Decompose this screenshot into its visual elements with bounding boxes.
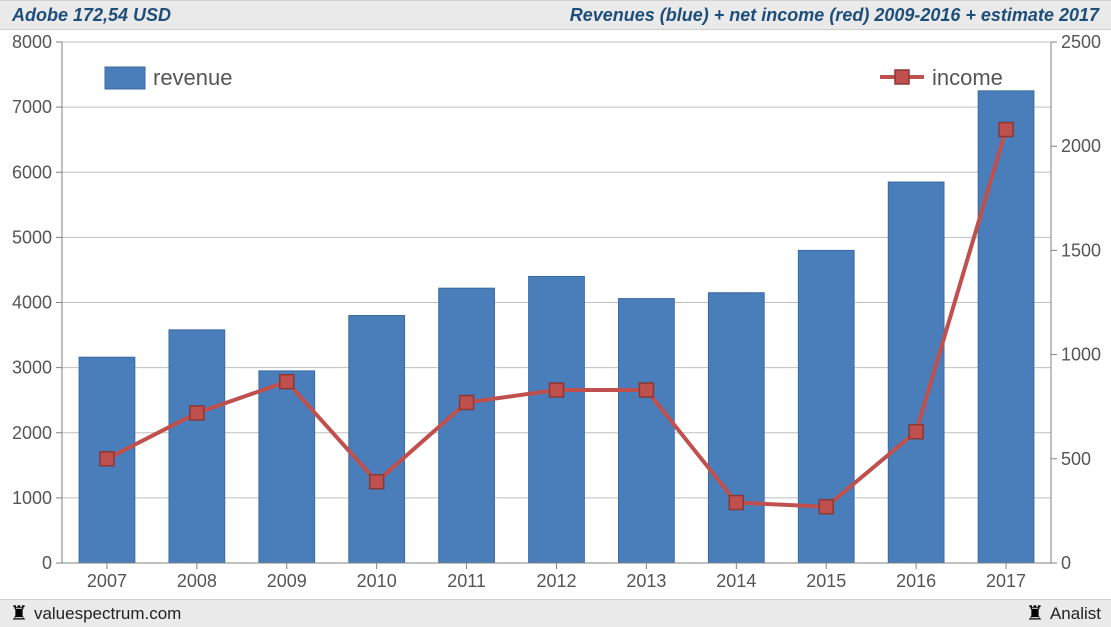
chart-frame: Adobe 172,54 USD Revenues (blue) + net i… <box>0 0 1111 627</box>
header-right-title: Revenues (blue) + net income (red) 2009-… <box>570 5 1099 26</box>
right-axis-tick-label: 500 <box>1061 449 1091 469</box>
bar <box>708 293 764 563</box>
x-axis-category-label: 2015 <box>806 571 846 591</box>
x-axis-category-label: 2014 <box>716 571 756 591</box>
x-axis-category-label: 2009 <box>267 571 307 591</box>
x-axis-category-label: 2007 <box>87 571 127 591</box>
x-axis-category-label: 2011 <box>447 571 486 591</box>
bar <box>259 371 315 563</box>
bar <box>529 276 585 563</box>
left-axis-tick-label: 8000 <box>12 32 52 52</box>
bar <box>169 330 225 563</box>
bar <box>798 250 854 563</box>
income-marker <box>280 375 294 389</box>
header-left-title: Adobe 172,54 USD <box>12 5 171 26</box>
x-axis-category-label: 2017 <box>986 571 1026 591</box>
left-axis-tick-label: 7000 <box>12 97 52 117</box>
rook-icon: ♜ <box>10 604 28 624</box>
income-marker <box>550 383 564 397</box>
legend-swatch-revenue <box>105 67 145 89</box>
income-marker <box>909 425 923 439</box>
income-marker <box>639 383 653 397</box>
income-marker <box>999 123 1013 137</box>
income-marker <box>729 496 743 510</box>
right-axis-tick-label: 1500 <box>1061 240 1101 260</box>
right-axis-tick-label: 0 <box>1061 553 1071 573</box>
right-axis-tick-label: 2000 <box>1061 136 1101 156</box>
header-bar: Adobe 172,54 USD Revenues (blue) + net i… <box>0 0 1111 30</box>
footer-right-text: Analist <box>1050 604 1101 624</box>
left-axis-tick-label: 5000 <box>12 227 52 247</box>
left-axis-tick-label: 3000 <box>12 358 52 378</box>
income-marker <box>460 396 474 410</box>
left-axis-tick-label: 4000 <box>12 293 52 313</box>
chart-area: 0 1000 2000 3000 4000 5000 6000 7000 8000 0 500 100… <box>0 30 1111 599</box>
footer-right: ♜ Analist <box>1026 604 1101 624</box>
x-axis-category-label: 2012 <box>536 571 576 591</box>
left-axis-tick-label: 0 <box>42 553 52 573</box>
bar <box>978 91 1034 563</box>
bar <box>349 316 405 563</box>
income-marker <box>100 452 114 466</box>
rook-icon: ♜ <box>1026 604 1044 624</box>
left-axis-tick-label: 1000 <box>12 488 52 508</box>
x-axis-category-label: 2016 <box>896 571 936 591</box>
footer-left-text: valuespectrum.com <box>34 604 181 624</box>
left-axis-tick-label: 2000 <box>12 423 52 443</box>
bar <box>439 288 495 563</box>
income-marker <box>190 406 204 420</box>
x-axis-category-label: 2013 <box>626 571 666 591</box>
income-marker <box>819 500 833 514</box>
legend-label-income: income <box>932 65 1003 90</box>
x-axis-category-label: 2010 <box>357 571 397 591</box>
footer-bar: ♜ valuespectrum.com ♜ Analist <box>0 599 1111 627</box>
left-axis-tick-label: 6000 <box>12 162 52 182</box>
legend-marker-income <box>895 70 909 84</box>
right-axis-tick-label: 1000 <box>1061 345 1101 365</box>
x-axis-category-label: 2008 <box>177 571 217 591</box>
chart-svg: 0 1000 2000 3000 4000 5000 6000 7000 8000 0 500 100… <box>0 30 1111 599</box>
income-marker <box>370 475 384 489</box>
right-axis-tick-label: 2500 <box>1061 32 1101 52</box>
bar <box>619 299 675 563</box>
legend-label-revenue: revenue <box>153 65 233 90</box>
